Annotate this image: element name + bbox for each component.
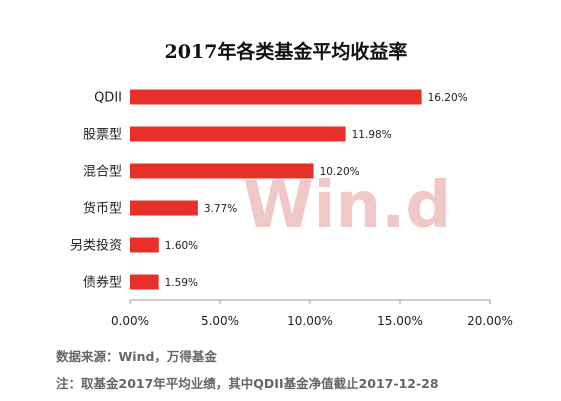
x-tick-label: 20.00% [467,314,513,328]
data-label: 11.98% [352,129,392,141]
footnote: 注：取基金2017年平均业绩，其中QDII基金净值截止2017-12-28 [56,376,439,391]
data-label: 16.20% [428,92,468,104]
category-label: 债券型 [83,275,122,291]
bars-group: QDII 16.20% 股票型 11.98% 混合型 10.20% 货币型 3.77% 另类投资… [70,89,468,291]
x-tick-label: 5.00% [201,314,239,328]
bar [130,126,346,142]
category-label: 货币型 [83,201,122,217]
data-label: 1.59% [165,277,198,289]
x-tick-label: 15.00% [377,314,423,328]
bar [130,163,314,179]
watermark: Win.d [243,169,451,243]
bar [130,237,159,253]
category-label: 混合型 [83,165,122,180]
bar [130,89,422,105]
bar [130,274,159,290]
x-tick-label: 0.00% [111,314,149,328]
source-note: 数据来源：Wind，万得基金 [56,349,217,364]
data-label: 10.20% [320,166,360,178]
data-label: 3.77% [204,203,237,215]
x-tick-label: 10.00% [287,314,333,328]
chart-title: 2017年各类基金平均收益率 [165,40,408,63]
category-label: 股票型 [83,128,122,143]
x-axis-ticks: 0.00% 5.00% 10.00% 15.00% 20.00% [111,300,513,328]
category-label: QDII [94,91,122,106]
data-label: 1.60% [165,240,198,252]
bar [130,200,198,216]
category-label: 另类投资 [70,238,122,254]
